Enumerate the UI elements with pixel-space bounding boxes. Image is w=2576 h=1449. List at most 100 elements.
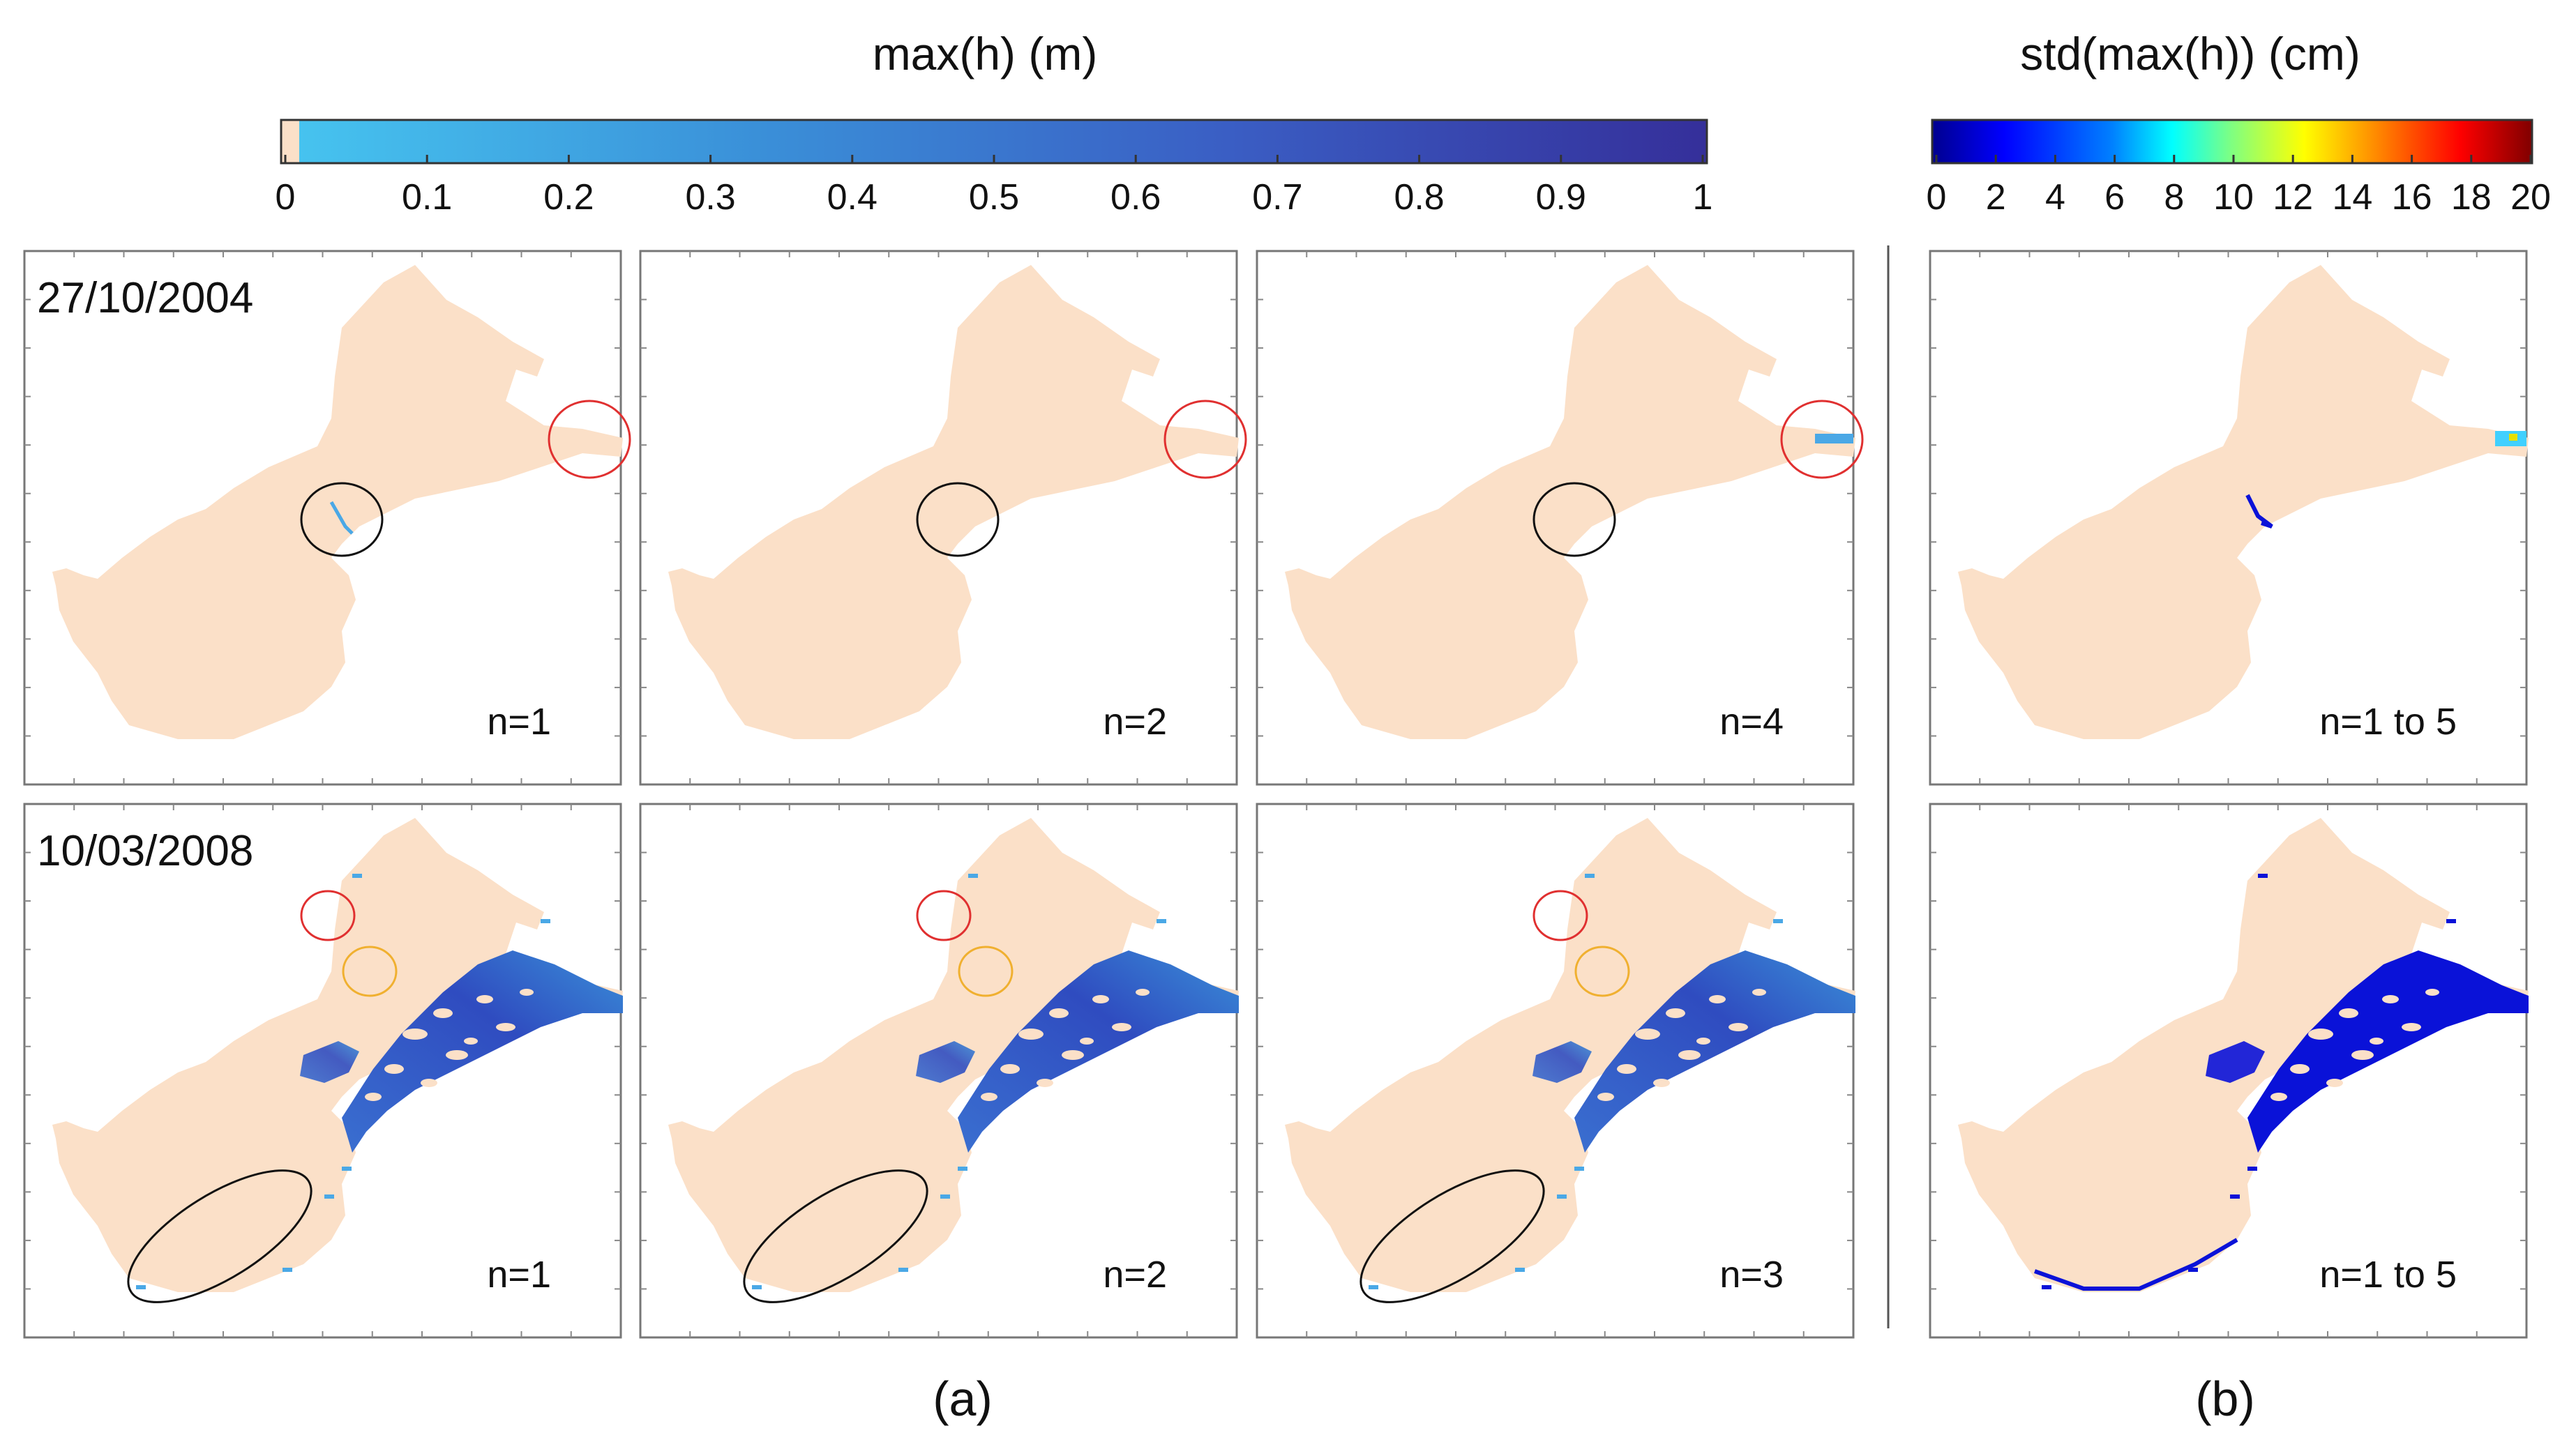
- land-islet: [1678, 1050, 1701, 1060]
- flood-zone-west: [2206, 1041, 2265, 1083]
- flood-zone-bay: [1574, 950, 1855, 1153]
- panel-n-label: n=1: [487, 701, 551, 743]
- land-islet: [1709, 995, 1726, 1003]
- land-islet: [1080, 1038, 1094, 1045]
- colorbar-max-h-tick-label: 0.2: [543, 177, 594, 218]
- colorbar-max-h: max(h) (m) 0 0.1 0.2 0.3 0.4 0.5 0.6 0.7 0.8 0.9 1: [276, 28, 1713, 218]
- land-islet: [2351, 1050, 2374, 1060]
- flood-speck: [136, 1285, 146, 1289]
- colorbar-std-tick-label: 4: [2045, 177, 2065, 218]
- land-islet: [2290, 1064, 2310, 1074]
- colorbar-std-title: std(max(h)) (cm): [2020, 28, 2360, 79]
- colorbar-max-h-gradient: [299, 120, 1707, 163]
- colorbar-std-tick-label: 18: [2451, 177, 2492, 218]
- flood-zone-west: [300, 1041, 359, 1083]
- flood-channel: [329, 501, 354, 535]
- panel-grid: 27/10/2004 n=1 n=2 n=4 n=1 to 5 10/03/2008 n=1…: [23, 250, 2529, 1339]
- panel-r2-c1: 10/03/2008 n=1: [23, 803, 623, 1339]
- caption-b: (b): [2195, 1372, 2255, 1426]
- panel-r1-c3: n=4: [1256, 250, 1864, 786]
- highlight-circle-orange: [342, 946, 398, 997]
- colorbar-std-ticks: 0 2 4 6 8 10 12 14 16 18 20: [1927, 155, 2551, 218]
- colorbar-std-tick-label: 14: [2332, 177, 2372, 218]
- highlight-circle-red: [1532, 890, 1588, 941]
- land-islet: [421, 1079, 437, 1087]
- panel-r2-c4: n=1 to 5: [1929, 803, 2529, 1339]
- flood-zone-west: [1532, 1041, 1592, 1083]
- flood-speck: [1515, 1268, 1525, 1272]
- land-islet: [1728, 1023, 1748, 1031]
- land-islet: [1037, 1079, 1053, 1087]
- colorbar-max-h-ticks: 0 0.1 0.2 0.3 0.4 0.5 0.6 0.7 0.8 0.9 1: [276, 155, 1713, 218]
- flood-speck: [1585, 874, 1595, 878]
- caption-a: (a): [933, 1372, 993, 1426]
- flood-speck: [1557, 1194, 1567, 1199]
- land-islet: [384, 1064, 404, 1074]
- colorbar-max-h-tick-label: 0.4: [827, 177, 878, 218]
- land-islet: [1597, 1093, 1614, 1101]
- land-islet: [1617, 1064, 1636, 1074]
- map-layer: [1958, 265, 2529, 739]
- std-channel: [2245, 494, 2273, 529]
- panel-n-label: n=2: [1103, 1254, 1167, 1296]
- land-islet: [2308, 1029, 2333, 1040]
- land-islet: [2270, 1093, 2287, 1101]
- flood-speck: [898, 1268, 908, 1272]
- flood-speck: [1157, 919, 1166, 923]
- land-islet: [2339, 1008, 2358, 1018]
- panel-date-label: 10/03/2008: [37, 827, 253, 875]
- colorbar-max-h-tick-label: 0.7: [1252, 177, 1302, 218]
- highlight-circle-red: [1780, 400, 1864, 479]
- panel-n-label: n=2: [1103, 701, 1167, 743]
- flood-speck: [2247, 1167, 2257, 1171]
- highlight-circle-red: [916, 890, 972, 941]
- panel-date-label: 27/10/2004: [37, 274, 253, 322]
- flood-speck: [940, 1194, 950, 1199]
- flood-speck: [2042, 1285, 2051, 1289]
- land-islet: [1092, 995, 1109, 1003]
- colorbar-std-tick-label: 0: [1927, 177, 1947, 218]
- colorbar-max-h-dry-swatch: [281, 120, 299, 163]
- colorbar-max-h-tick-label: 0.9: [1536, 177, 1586, 218]
- land-islet: [1018, 1029, 1044, 1040]
- flood-zone-west: [916, 1041, 975, 1083]
- flood-speck: [2188, 1268, 2198, 1272]
- highlight-ellipse-black: [743, 1169, 928, 1303]
- land-islet: [2382, 995, 2399, 1003]
- land-islet: [476, 995, 493, 1003]
- colorbar-max-h-tick-label: 0.1: [402, 177, 452, 218]
- colorbar-std-tick-label: 12: [2273, 177, 2313, 218]
- colorbar-max-h-tick-label: 0.3: [685, 177, 735, 218]
- colorbar-std-tick-label: 16: [2392, 177, 2432, 218]
- flood-zone-inlet: [1815, 434, 1853, 443]
- flood-zone-bay: [958, 950, 1239, 1153]
- land-islet: [402, 1029, 428, 1040]
- map-layer: [1958, 818, 2529, 1292]
- highlight-circle-red: [300, 890, 356, 941]
- panel-n-label: n=1 to 5: [2319, 701, 2457, 743]
- colorbar-std-tick-label: 6: [2104, 177, 2125, 218]
- colorbar-max-h-title: max(h) (m): [873, 28, 1098, 79]
- highlight-ellipse-black: [127, 1169, 312, 1303]
- flood-speck: [752, 1285, 762, 1289]
- land-islet: [1112, 1023, 1131, 1031]
- flood-speck: [2446, 919, 2456, 923]
- land-islet: [1000, 1064, 1020, 1074]
- land-islet: [496, 1023, 515, 1031]
- map-layer: [668, 818, 1239, 1303]
- flood-speck: [324, 1194, 334, 1199]
- flood-speck: [352, 874, 362, 878]
- land-islet: [365, 1093, 382, 1101]
- std-inlet-peak: [2509, 434, 2517, 441]
- highlight-circle-black: [916, 482, 1000, 557]
- land-islet: [464, 1038, 478, 1045]
- highlight-circle-black: [300, 482, 384, 557]
- std-coast: [2033, 1238, 2238, 1291]
- flood-speck: [968, 874, 978, 878]
- colorbar-std-tick-label: 10: [2213, 177, 2254, 218]
- panel-n-label: n=1 to 5: [2319, 1254, 2457, 1296]
- flood-zone-bay: [342, 950, 623, 1153]
- colorbar-max-h-tick-label: 1: [1693, 177, 1713, 218]
- highlight-circle-black: [1532, 482, 1616, 557]
- land-islet: [981, 1093, 997, 1101]
